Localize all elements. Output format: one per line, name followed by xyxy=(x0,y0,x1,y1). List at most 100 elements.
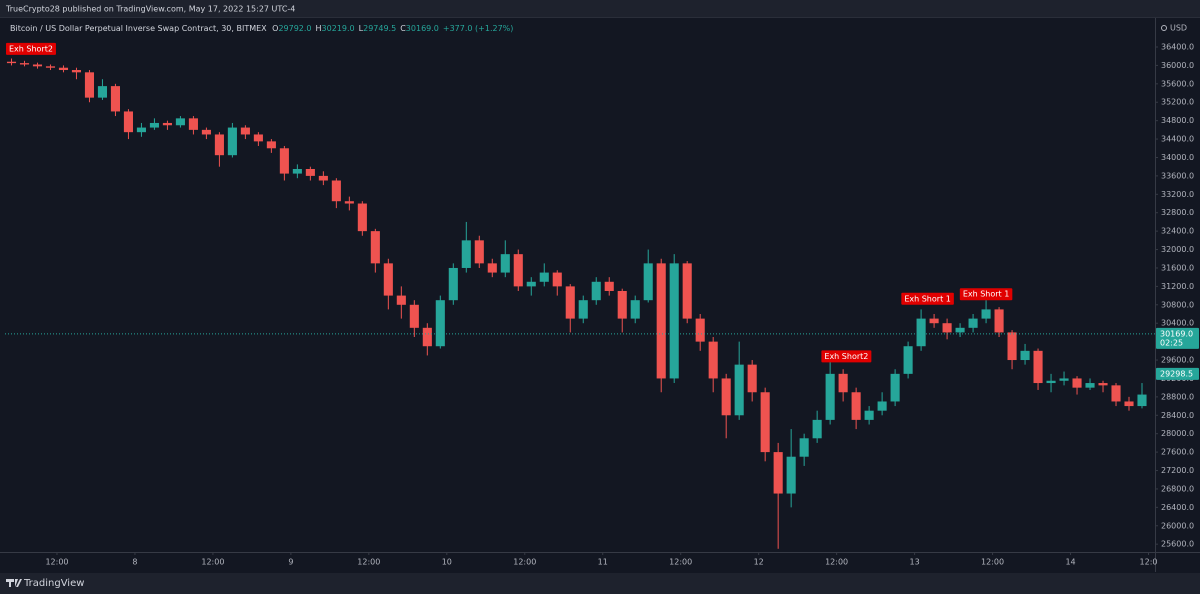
candle-body xyxy=(84,72,95,98)
candle-body xyxy=(877,401,887,411)
candle-body xyxy=(71,70,82,73)
candle-body xyxy=(708,341,718,379)
y-tick-label: 28400.0 xyxy=(1161,411,1194,420)
y-tick-label: 32000.0 xyxy=(1161,245,1194,254)
legend-value: 29749.5 xyxy=(363,24,396,33)
candle-body xyxy=(253,134,263,142)
candle-body xyxy=(19,63,30,65)
candle-body xyxy=(838,373,848,393)
candle-body xyxy=(500,254,510,273)
candle-body xyxy=(942,323,952,333)
y-tick-label: 26800.0 xyxy=(1161,484,1194,493)
candle-body xyxy=(188,118,198,130)
x-tick-label: 12:0 xyxy=(1140,558,1158,567)
y-tick-label: 28800.0 xyxy=(1161,392,1194,401)
candle-body xyxy=(110,86,120,112)
currency: USD xyxy=(1170,24,1187,33)
x-tick-label: 12:00 xyxy=(513,558,536,567)
y-tick-label: 27200.0 xyxy=(1161,466,1194,475)
candle-body xyxy=(58,67,69,71)
x-tick-label: 8 xyxy=(132,558,137,567)
y-tick-label: 34800.0 xyxy=(1161,116,1194,125)
legend-key: C xyxy=(400,24,406,33)
y-tick-label: 27600.0 xyxy=(1161,448,1194,457)
candle-body xyxy=(175,118,185,126)
legend-change: +377.0 (+1.27%) xyxy=(443,24,514,33)
candle-body xyxy=(617,290,627,319)
candle-body xyxy=(357,203,367,232)
candle-body xyxy=(669,263,679,379)
y-tick-label: 31600.0 xyxy=(1161,263,1194,272)
candle-body xyxy=(1020,350,1030,361)
y-tick-label: 26000.0 xyxy=(1161,521,1194,530)
x-tick-label: 12:00 xyxy=(981,558,1004,567)
candle-body xyxy=(487,263,497,273)
candle-body xyxy=(123,111,133,133)
candle-body xyxy=(227,127,237,156)
y-tick-label: 32800.0 xyxy=(1161,208,1194,217)
currency-icon xyxy=(1161,25,1167,31)
y-tick-label: 32400.0 xyxy=(1161,227,1194,236)
candle-body xyxy=(383,263,393,296)
y-tick-label: 31200.0 xyxy=(1161,282,1194,291)
y-tick-label: 25600.0 xyxy=(1161,540,1194,549)
candle-body xyxy=(305,168,315,176)
candle-body xyxy=(786,456,796,494)
candle-body xyxy=(825,373,835,420)
x-tick-label: 12:00 xyxy=(669,558,692,567)
legend-key: L xyxy=(359,24,364,33)
legend-key: O xyxy=(272,24,278,33)
x-tick-label: 12:00 xyxy=(45,558,68,567)
legend-symbol: Bitcoin / US Dollar Perpetual Inverse Sw… xyxy=(10,24,267,33)
candle-body xyxy=(513,254,523,287)
candle-body xyxy=(656,263,666,379)
y-tick-label: 30400.0 xyxy=(1161,319,1194,328)
annotation-label: Exh Short 1 xyxy=(963,290,1010,299)
candle-body xyxy=(214,134,224,156)
x-tick-label: 12:00 xyxy=(825,558,848,567)
x-tick-label: 12:00 xyxy=(357,558,380,567)
y-tick-label: 35600.0 xyxy=(1161,79,1194,88)
candle-body xyxy=(864,410,874,420)
candle-body xyxy=(1137,394,1147,407)
top-bar xyxy=(0,0,1200,17)
annotation-label: Exh Short2 xyxy=(824,352,868,361)
candle-body xyxy=(773,452,783,494)
y-tick-label: 36400.0 xyxy=(1161,43,1194,52)
candle-body xyxy=(539,272,549,282)
x-tick-label: 10 xyxy=(442,558,452,567)
annotation-box xyxy=(959,288,1013,301)
candle-body xyxy=(318,175,328,181)
candle-body xyxy=(370,231,380,264)
candle-body xyxy=(552,272,562,287)
candle-body xyxy=(240,127,250,135)
x-tick-label: 13 xyxy=(910,558,920,567)
legend-value: 30169.0 xyxy=(406,24,439,33)
y-tick-label: 36000.0 xyxy=(1161,61,1194,70)
y-tick-label: 29600.0 xyxy=(1161,356,1194,365)
price-label: 29298.5 xyxy=(1160,369,1193,378)
price-label: 30169.0 xyxy=(1160,329,1193,338)
annotation-label: Exh Short2 xyxy=(9,44,53,53)
candle-body xyxy=(136,127,146,133)
y-tick-label: 28000.0 xyxy=(1161,429,1194,438)
candle-body xyxy=(344,201,354,204)
candle-body xyxy=(162,122,172,126)
candle-body xyxy=(604,281,614,291)
candle-body xyxy=(149,122,159,128)
candle-body xyxy=(1033,350,1043,384)
candle-body xyxy=(734,364,744,416)
candle-body xyxy=(747,364,757,393)
candle-body xyxy=(721,378,731,416)
footer xyxy=(0,573,1200,594)
candle-body xyxy=(97,86,108,98)
candle-body xyxy=(1124,401,1134,407)
brand-logo xyxy=(6,579,22,587)
candle-body xyxy=(396,295,406,305)
candle-body xyxy=(1059,378,1069,381)
annotation-box xyxy=(901,292,954,305)
candle-body xyxy=(903,346,913,374)
candle-body xyxy=(565,286,575,319)
